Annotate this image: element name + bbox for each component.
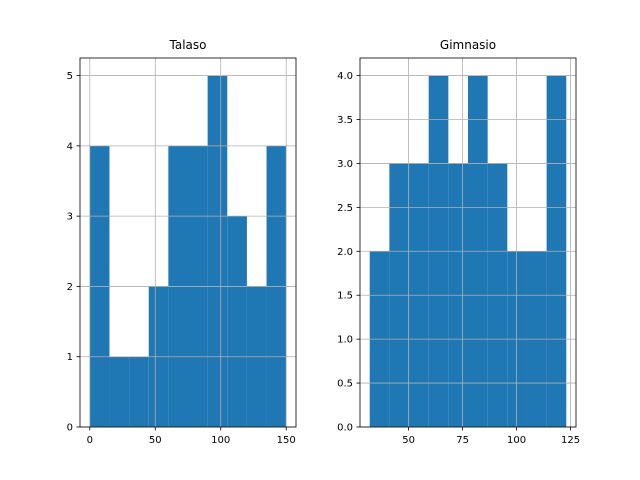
y-tick-label: 3.0 xyxy=(337,159,353,170)
x-tick-label: 50 xyxy=(149,435,162,446)
histogram-bar xyxy=(227,216,247,427)
x-tick-label: 125 xyxy=(561,435,580,446)
histogram-bar xyxy=(129,356,149,427)
x-tick-label: 0 xyxy=(87,435,93,446)
y-tick-label: 4 xyxy=(67,141,73,152)
y-tick-label: 2 xyxy=(67,282,73,293)
histogram-bar xyxy=(109,356,130,427)
talaso-histogram-panel: 0 50 100 150 0 1 2 3 4 5 Talaso xyxy=(67,38,297,446)
gimnasio-histogram-panel: 50 75 100 125 0.0 0.5 1.0 1.5 2.0 2.5 3.0 3.5 4.0 Gim… xyxy=(337,38,580,446)
y-tick-label: 1.0 xyxy=(337,335,353,346)
y-tick-label: 3 xyxy=(67,212,73,223)
y-tick-label: 5 xyxy=(67,71,73,82)
y-tick-label: 1 xyxy=(67,352,73,363)
x-tick-label: 100 xyxy=(507,435,526,446)
y-tick-label: 2.0 xyxy=(337,247,353,258)
axes-frame xyxy=(359,57,577,428)
chart-title: Gimnasio xyxy=(440,38,496,52)
y-tick-label: 0 xyxy=(67,423,73,434)
x-tick-label: 100 xyxy=(211,435,230,446)
x-tick-label: 75 xyxy=(456,435,469,446)
x-tick-label: 50 xyxy=(402,435,415,446)
histogram-bar xyxy=(207,75,228,428)
y-tick-label: 2.5 xyxy=(337,203,353,214)
y-tick-label: 1.5 xyxy=(337,291,353,302)
chart-title: Talaso xyxy=(169,38,207,52)
y-tick-label: 4.0 xyxy=(337,71,353,82)
axes-frame xyxy=(79,57,297,428)
y-tick-label: 3.5 xyxy=(337,115,353,126)
x-tick-label: 150 xyxy=(277,435,296,446)
y-tick-label: 0.0 xyxy=(337,423,353,434)
y-tick-label: 0.5 xyxy=(337,379,353,390)
